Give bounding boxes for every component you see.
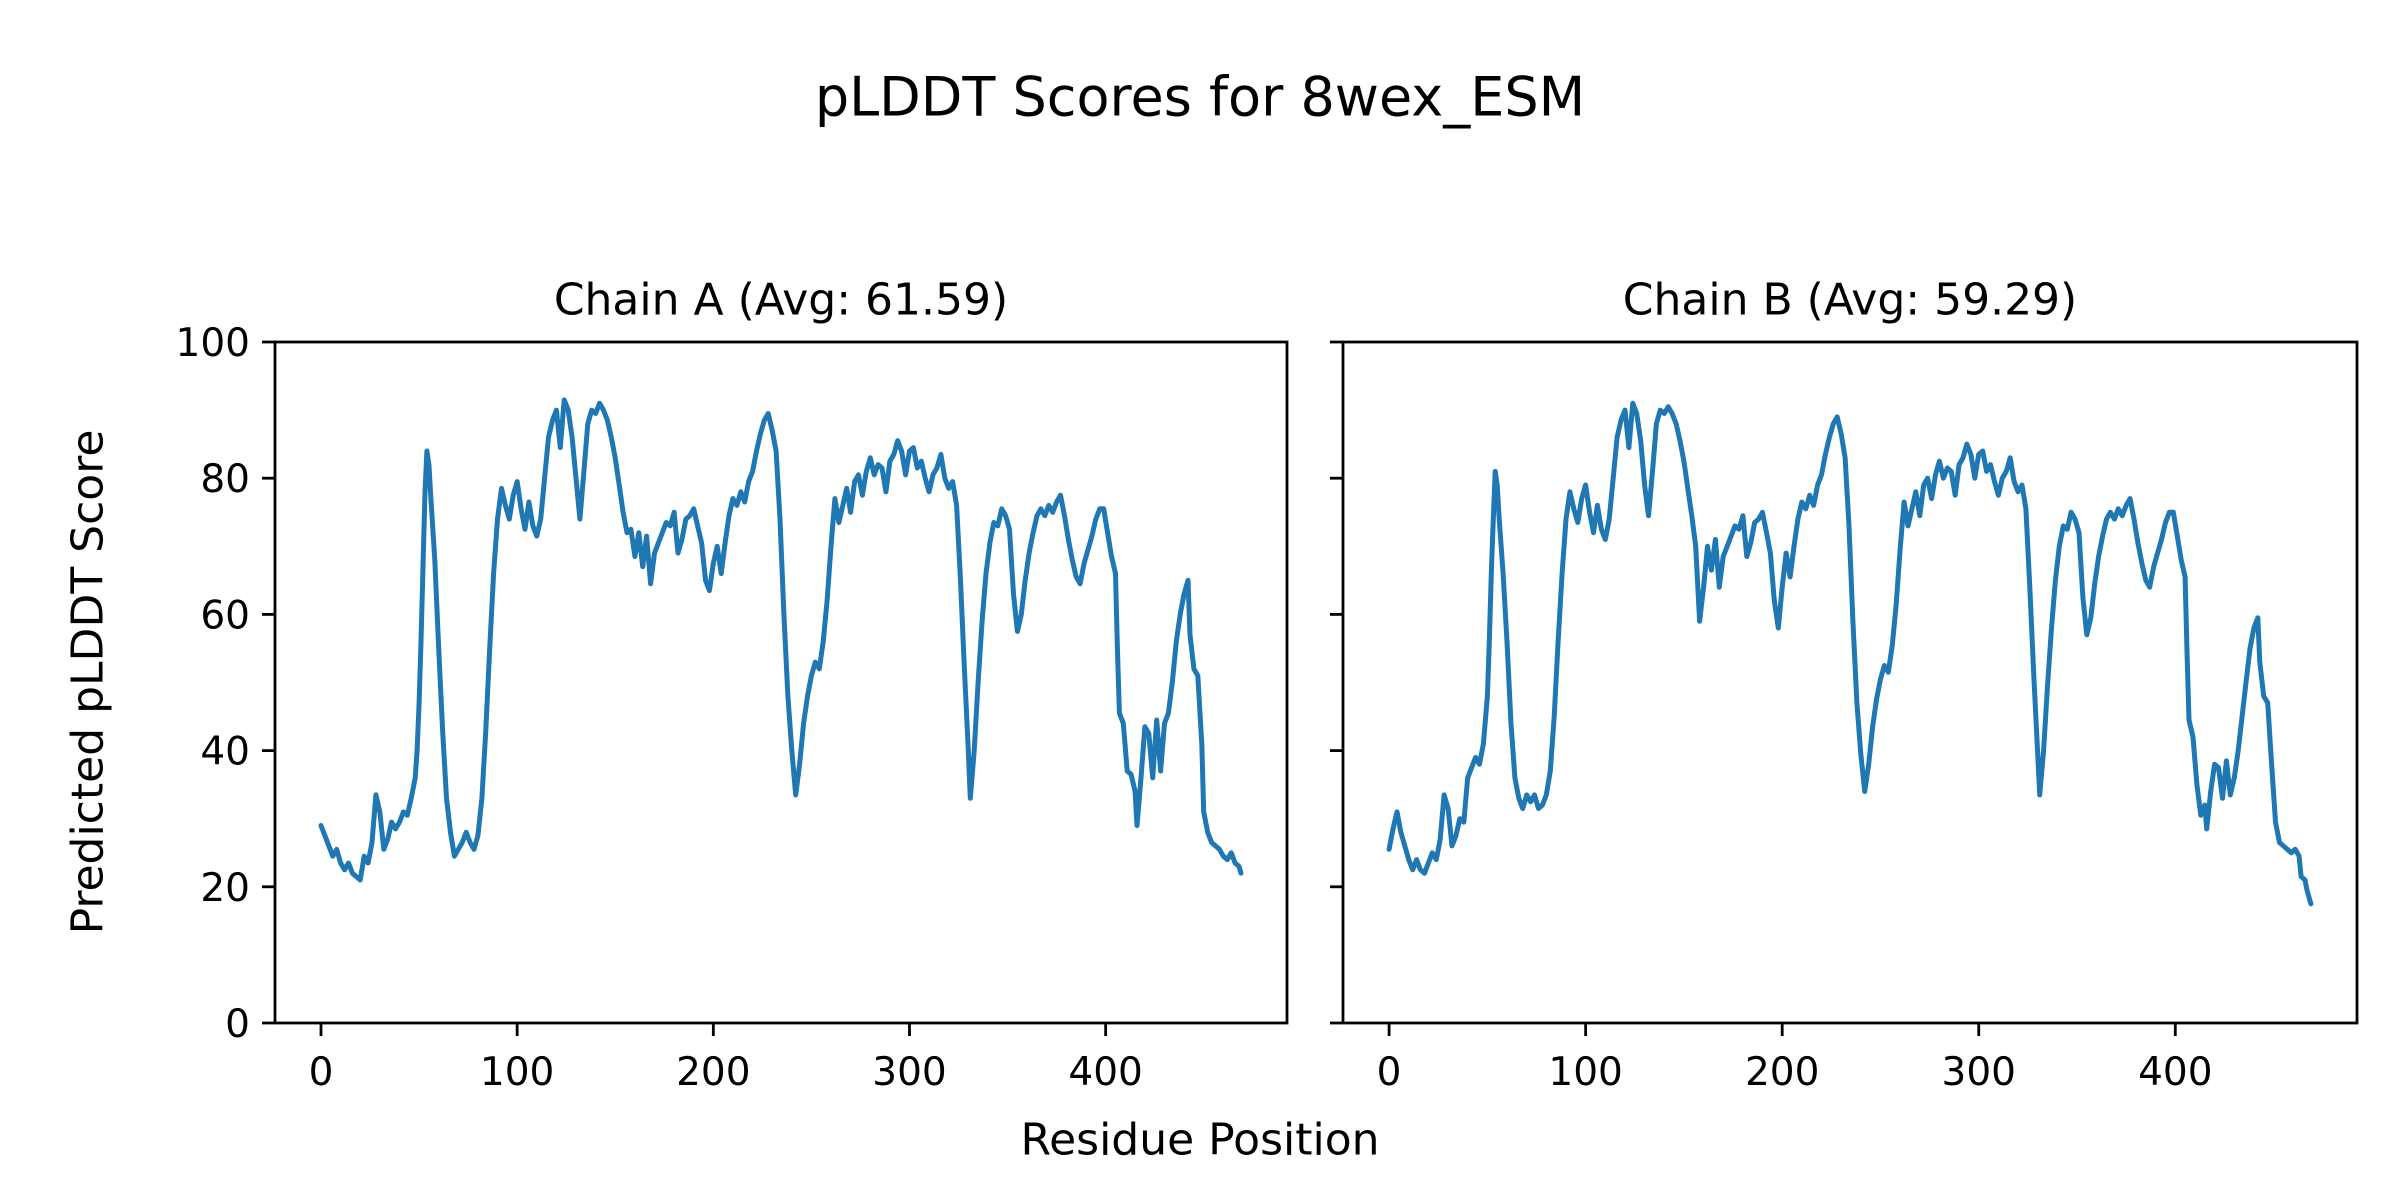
x-axis-label: Residue Position (1020, 1114, 1380, 1166)
x-ticks: 0 100 200 300 400 (309, 1023, 1143, 1095)
x-tick-label: 0 (309, 1050, 334, 1095)
x-tick-label: 200 (676, 1050, 750, 1095)
y-ticks (1330, 340, 1343, 1025)
x-tick-label: 100 (1548, 1050, 1622, 1095)
x-tick-label: 400 (1068, 1050, 1142, 1095)
x-tick-label: 100 (480, 1050, 554, 1095)
subplot-chain-b: 0 100 200 300 400 (1330, 340, 2359, 1095)
y-tick-label: 0 (225, 1002, 250, 1047)
axes-frame (1341, 340, 2359, 1025)
subplot-title-chain-b: Chain B (Avg: 59.29) (1622, 274, 2078, 326)
x-tick-label: 400 (2138, 1050, 2212, 1095)
y-ticks: 0 20 40 60 80 100 (176, 321, 275, 1047)
x-tick-label: 300 (1942, 1050, 2016, 1095)
y-axis-label: Predicted pLDDT Score (62, 429, 114, 935)
y-tick-label: 40 (200, 730, 250, 775)
x-ticks: 0 100 200 300 400 (1377, 1023, 2213, 1095)
y-tick-label: 100 (176, 321, 250, 366)
x-tick-label: 200 (1745, 1050, 1819, 1095)
subplot-chain-a: 0 100 200 300 400 0 20 40 60 80 100 (176, 321, 1289, 1095)
plddt-line-chain-b (1386, 400, 2314, 907)
figure-title: pLDDT Scores for 8wex_ESM (814, 65, 1586, 129)
plddt-line-chain-a (318, 397, 1244, 883)
y-tick-label: 80 (200, 457, 250, 502)
subplot-title-chain-a: Chain A (Avg: 61.59) (553, 274, 1009, 326)
axes-frame (273, 340, 1289, 1025)
x-tick-label: 300 (872, 1050, 946, 1095)
x-tick-label: 0 (1377, 1050, 1402, 1095)
y-tick-label: 60 (200, 593, 250, 638)
y-tick-label: 20 (200, 866, 250, 911)
